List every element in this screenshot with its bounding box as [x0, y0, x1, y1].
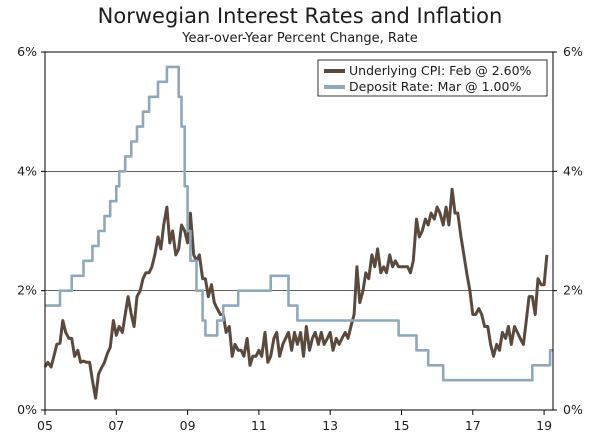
x-tick-label-1: 07	[108, 418, 124, 433]
x-tick-label-6: 17	[465, 418, 481, 433]
legend: Underlying CPI: Feb @ 2.60% Deposit Rate…	[317, 59, 548, 97]
series-line-deposit-rate	[45, 65, 553, 382]
y-tick-label-left-3: 6%	[17, 44, 37, 59]
y-tick-label-right-2: 4%	[563, 163, 583, 178]
legend-label-cpi: Underlying CPI: Feb @ 2.60%	[349, 63, 532, 78]
x-tick-label-2: 09	[180, 418, 196, 433]
x-tick-label-3: 11	[251, 418, 267, 433]
y-tick-label-left-0: 0%	[17, 402, 37, 417]
y-tick-label-left-1: 2%	[17, 283, 37, 298]
plot-frame	[44, 51, 554, 411]
x-tick-label-5: 15	[394, 418, 410, 433]
legend-label-deposit-rate: Deposit Rate: Mar @ 1.00%	[349, 79, 521, 94]
y-tick-label-right-0: 0%	[563, 402, 583, 417]
chart-subtitle: Year-over-Year Percent Change, Rate	[182, 31, 418, 46]
x-tick-label-0: 05	[37, 418, 53, 433]
x-tick-label-4: 13	[322, 418, 338, 433]
series-line-underlying-cpi	[43, 187, 549, 400]
x-tick-label-7: 19	[536, 418, 552, 433]
chart-title: Norwegian Interest Rates and Inflation	[97, 4, 503, 28]
y-tick-label-right-3: 6%	[563, 44, 583, 59]
legend-box	[317, 59, 548, 97]
y-tick-label-right-1: 2%	[563, 283, 583, 298]
y-tick-label-left-2: 4%	[17, 163, 37, 178]
